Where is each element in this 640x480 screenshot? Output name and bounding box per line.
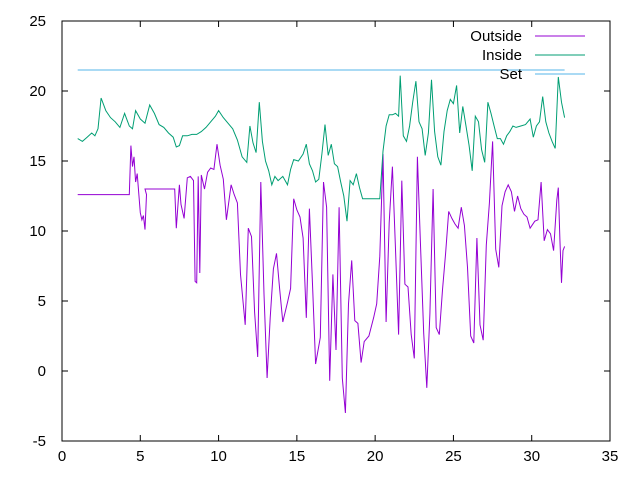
legend-label-outside: Outside (470, 28, 522, 45)
y-tick-label: 15 (29, 153, 46, 170)
series-line-outside (77, 141, 566, 414)
y-tick-label: -5 (33, 433, 46, 450)
y-tick-label: 10 (29, 223, 46, 240)
x-tick-label: 5 (136, 448, 144, 465)
legend-label-set: Set (499, 66, 522, 83)
tick-labels: 0 5 10 15 20 25 30 35 -5 0 5 10 15 20 25 (29, 13, 618, 465)
x-tick-label: 30 (523, 448, 540, 465)
x-tick-label: 35 (602, 448, 619, 465)
x-tick-label: 0 (58, 448, 66, 465)
x-tick-label: 15 (289, 448, 306, 465)
x-tick-label: 25 (445, 448, 462, 465)
plot-frame (61, 20, 611, 442)
y-tick-label: 0 (38, 363, 46, 380)
x-tick-label: 10 (210, 448, 227, 465)
y-tick-label: 20 (29, 83, 46, 100)
series-line-inside (77, 75, 566, 222)
x-tick-label: 20 (367, 448, 384, 465)
legend-label-inside: Inside (482, 47, 522, 64)
legend: Outside Inside Set (470, 28, 585, 83)
y-tick-label: 25 (29, 13, 46, 30)
series-lines (77, 69, 566, 414)
y-tick-label: 5 (38, 293, 46, 310)
